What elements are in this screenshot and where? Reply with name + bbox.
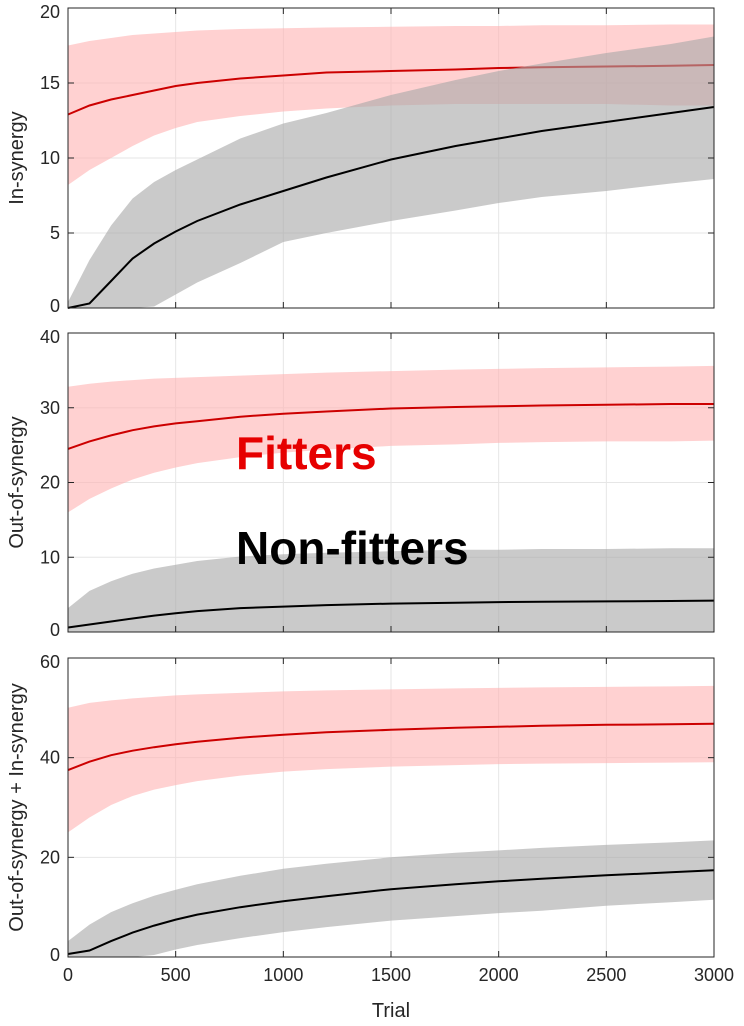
x-tick-label: 2000	[479, 965, 519, 985]
x-tick-label: 1000	[263, 965, 303, 985]
y-tick-label: 0	[50, 945, 60, 965]
y-axis-label: Out-of-synergy + In-synergy	[6, 683, 28, 931]
nonfitters-band	[68, 840, 714, 957]
y-tick-label: 10	[40, 148, 60, 168]
y-tick-label: 10	[40, 547, 60, 567]
y-tick-label: 15	[40, 73, 60, 93]
nonfitters-mean-line	[67, 869, 715, 955]
x-tick-label: 500	[161, 965, 191, 985]
fitters-band	[68, 685, 714, 833]
panel-2: 0 10 20 30 40 Out-of-synergy	[6, 327, 715, 640]
y-tick-label: 20	[40, 847, 60, 867]
y-axis-label: In-synergy	[6, 111, 28, 204]
y-tick-label: 60	[40, 652, 60, 672]
panel-1: 0 5 10 15 20 In-synergy	[6, 2, 715, 316]
x-tick-label: 3000	[694, 965, 734, 985]
nonfitters-band	[68, 548, 714, 632]
nonfitters-band	[68, 36, 714, 308]
y-tick-label: 30	[40, 398, 60, 418]
panel-3: 0 20 40 60 0 500 1000 1500 2000 2500 3000 Out-of-sy…	[6, 652, 734, 1022]
fitters-band	[68, 365, 714, 513]
y-tick-label: 0	[50, 620, 60, 640]
nonfitters-mean-line	[67, 599, 715, 629]
fitters-mean-line	[67, 403, 714, 450]
x-axis-label: Trial	[372, 1000, 410, 1022]
legend-fitters: Fitters	[236, 427, 377, 479]
y-tick-label: 20	[40, 473, 60, 493]
nonfitters-mean-line	[67, 106, 715, 309]
x-tick-label: 0	[63, 965, 73, 985]
y-tick-label: 40	[40, 327, 60, 347]
y-axis-label: Out-of-synergy	[6, 416, 28, 548]
y-tick-label: 40	[40, 748, 60, 768]
x-tick-label: 1500	[371, 965, 411, 985]
x-tick-label: 2500	[586, 965, 626, 985]
y-tick-label: 20	[40, 2, 60, 22]
fitters-mean-line	[67, 722, 715, 772]
y-tick-label: 0	[50, 296, 60, 316]
legend-non-fitters: Non-fitters	[236, 522, 469, 574]
y-tick-label: 5	[50, 223, 60, 243]
